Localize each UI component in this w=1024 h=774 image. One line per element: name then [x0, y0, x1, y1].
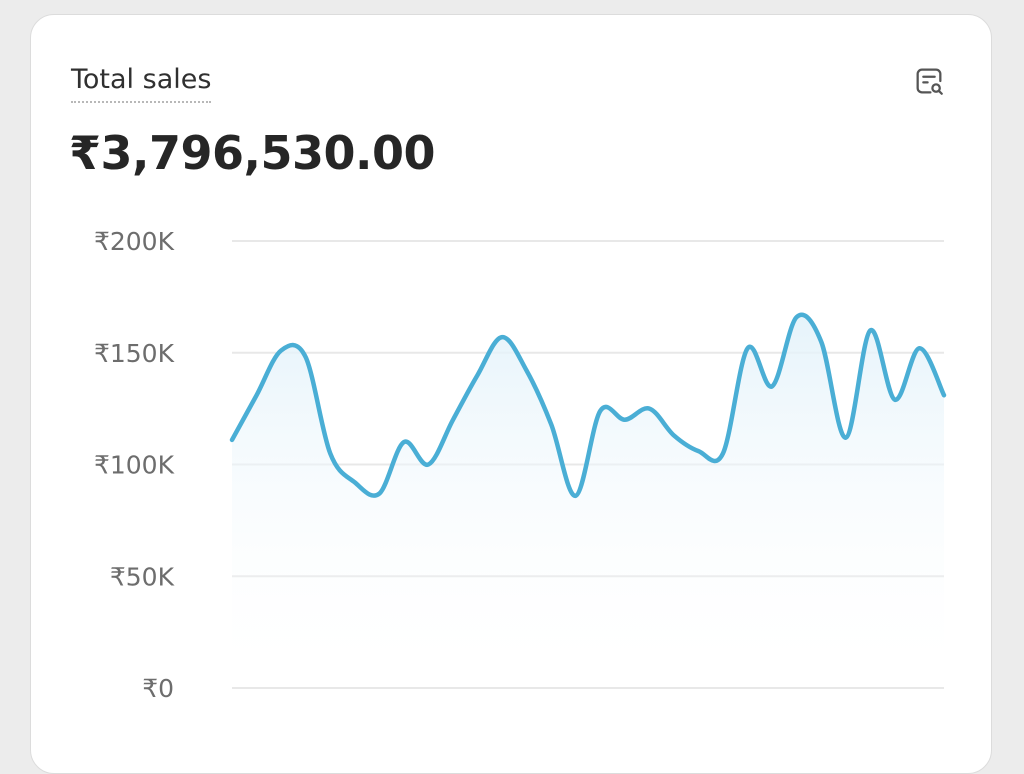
data-point	[818, 339, 824, 345]
data-point	[548, 421, 554, 427]
sales-area	[232, 314, 944, 688]
data-point	[695, 448, 701, 454]
data-point	[254, 392, 260, 398]
data-point	[745, 345, 751, 351]
data-point	[303, 354, 309, 360]
y-tick-label: ₹150K	[94, 339, 175, 368]
data-point	[229, 437, 235, 443]
y-tick-label: ₹0	[142, 674, 174, 703]
data-point	[867, 327, 873, 333]
y-tick-label: ₹200K	[94, 227, 175, 256]
sales-line	[229, 312, 947, 499]
sales-chart: ₹200K ₹150K ₹100K ₹50K ₹0	[94, 227, 947, 703]
data-point	[646, 406, 652, 412]
data-point	[794, 314, 800, 320]
data-point	[622, 417, 628, 423]
data-point	[450, 417, 456, 423]
card-title[interactable]: Total sales	[71, 63, 212, 103]
data-point	[597, 408, 603, 414]
data-point	[720, 450, 726, 456]
explore-data-button[interactable]	[909, 61, 949, 101]
data-point	[843, 435, 849, 441]
data-point	[573, 493, 579, 499]
data-point	[892, 397, 898, 403]
data-point	[916, 345, 922, 351]
total-sales-value: ₹3,796,530.00	[69, 126, 436, 180]
data-point	[352, 479, 358, 485]
data-point	[941, 392, 947, 398]
data-point	[327, 450, 333, 456]
y-tick-label: ₹100K	[94, 451, 175, 480]
data-point	[524, 368, 530, 374]
data-point	[425, 462, 431, 468]
y-tick-label: ₹50K	[110, 562, 175, 591]
data-point	[475, 372, 481, 378]
data-point	[499, 334, 505, 340]
data-point	[376, 491, 382, 497]
data-point	[769, 383, 775, 389]
data-point	[278, 348, 284, 354]
data-point	[401, 439, 407, 445]
y-axis-labels: ₹200K ₹150K ₹100K ₹50K ₹0	[94, 227, 175, 703]
chart-search-icon	[916, 68, 943, 95]
data-point	[671, 432, 677, 438]
